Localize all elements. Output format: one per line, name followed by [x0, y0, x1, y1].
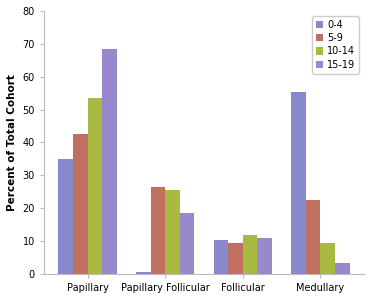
Y-axis label: Percent of Total Cohort: Percent of Total Cohort [7, 74, 17, 211]
Bar [136, 272, 151, 274]
Bar [306, 200, 320, 274]
Bar [335, 262, 349, 274]
Bar [214, 240, 228, 274]
Bar [180, 213, 194, 274]
Bar [165, 190, 180, 274]
Bar [291, 92, 306, 274]
Bar [320, 243, 335, 274]
Bar [151, 187, 165, 274]
Legend: 0-4, 5-9, 10-14, 15-19: 0-4, 5-9, 10-14, 15-19 [312, 16, 359, 74]
Bar [257, 238, 272, 274]
Bar [243, 235, 257, 274]
Bar [59, 159, 73, 274]
Bar [73, 134, 88, 274]
Bar [228, 243, 243, 274]
Bar [102, 49, 117, 274]
Bar [88, 98, 102, 274]
